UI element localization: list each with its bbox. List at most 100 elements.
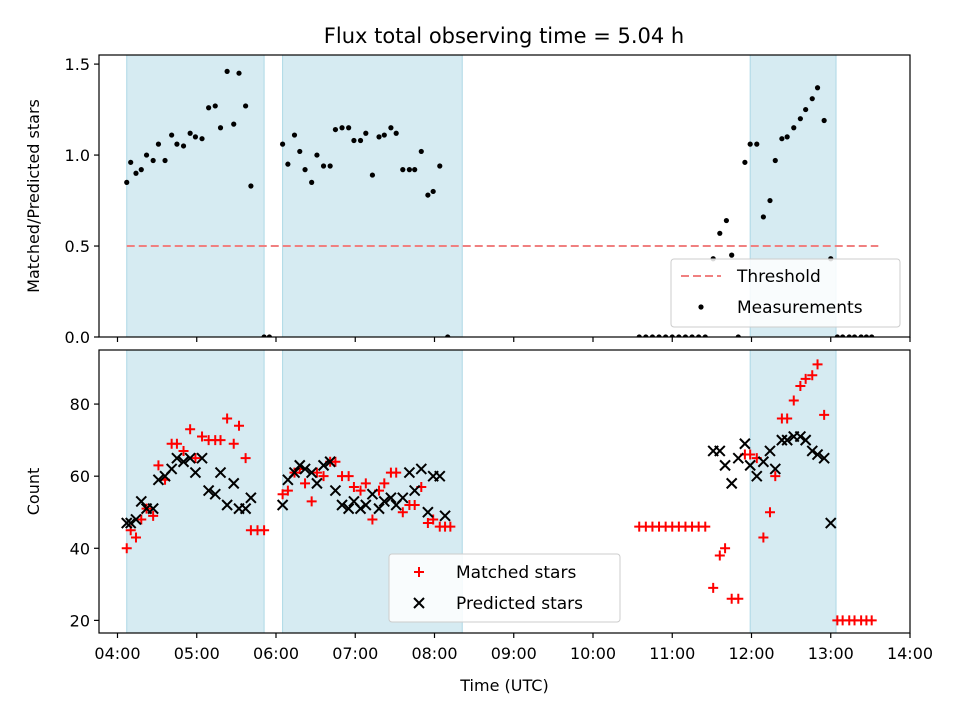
- count-panel: 20 40 60 80 04:00 05:00 06:00 07:00 08:00 09:00 10…: [24, 349, 933, 695]
- y-axis-label: Count: [24, 468, 43, 516]
- measurement-point: [663, 334, 669, 337]
- matched-point: [782, 413, 793, 424]
- measurement-point: [425, 192, 431, 198]
- measurement-point: [682, 334, 689, 337]
- matched-point: [807, 370, 818, 381]
- measurement-point: [327, 163, 333, 169]
- matched-point: [130, 532, 141, 543]
- matched-point: [733, 593, 744, 604]
- x-tick-label: 04:00: [94, 644, 140, 663]
- measurement-point: [779, 136, 785, 142]
- measurement-point: [723, 217, 730, 224]
- y-tick-label: 80: [70, 395, 90, 414]
- x-tick-label: 11:00: [649, 644, 695, 663]
- predicted-point: [147, 502, 159, 515]
- measurement-point: [767, 197, 773, 204]
- measurement-point: [863, 334, 870, 337]
- measurement-point: [393, 130, 399, 136]
- predicted-point: [324, 456, 336, 468]
- measurement-point: [302, 167, 308, 173]
- matched-point: [197, 431, 208, 442]
- measurement-point: [169, 132, 175, 138]
- predicted-point: [751, 470, 763, 482]
- predicted-point: [305, 466, 318, 479]
- measurement-point: [821, 117, 827, 124]
- measurement-point: [791, 125, 797, 131]
- predicted-point: [408, 484, 421, 497]
- matched-point: [391, 467, 402, 478]
- matched-point: [171, 438, 182, 449]
- x-tick-label: 09:00: [491, 644, 537, 663]
- matched-point: [178, 445, 189, 456]
- matched-point: [348, 481, 359, 492]
- matched-point: [136, 514, 147, 525]
- predicted-point: [209, 488, 221, 500]
- predicted-point: [311, 477, 323, 490]
- measurement-point: [285, 161, 291, 167]
- measurement-point: [279, 141, 286, 147]
- matched-point: [700, 521, 711, 532]
- legend-threshold-label: Threshold: [736, 267, 821, 287]
- shaded-interval: [126, 350, 265, 633]
- predicted-point: [366, 488, 379, 500]
- predicted-point: [214, 466, 227, 479]
- matched-point: [379, 478, 390, 489]
- legend-matched-label: Matched stars: [456, 563, 576, 583]
- shaded-interval: [126, 55, 265, 337]
- matched-point: [720, 543, 731, 554]
- measurement-point: [351, 137, 357, 144]
- matched-point: [367, 514, 378, 525]
- measurement-point: [243, 103, 249, 109]
- measurement-point: [649, 334, 656, 337]
- predicted-point: [794, 430, 807, 443]
- measurement-point: [406, 167, 412, 173]
- predicted-point: [744, 459, 756, 472]
- matched-point: [185, 424, 196, 435]
- measurement-point: [261, 334, 267, 337]
- predicted-point: [135, 495, 147, 508]
- measurement-point: [869, 334, 875, 337]
- measurement-point: [174, 141, 180, 147]
- predicted-point: [189, 466, 202, 479]
- measurement-point: [858, 334, 864, 337]
- measurement-point: [742, 159, 748, 165]
- measurement-point: [772, 157, 778, 164]
- y-tick-label: 0.5: [65, 237, 90, 256]
- measurement-point: [729, 252, 735, 258]
- predicted-point: [336, 499, 348, 511]
- measurement-point: [669, 334, 675, 337]
- predicted-point: [422, 506, 434, 518]
- x-axis-label: Time (UTC): [459, 676, 548, 695]
- matched-point: [121, 543, 132, 554]
- predicted-point: [354, 502, 367, 515]
- measurement-point: [840, 334, 846, 337]
- legend: Threshold Measurements: [670, 258, 901, 328]
- matched-point: [758, 532, 769, 543]
- predicted-point: [764, 445, 776, 457]
- shaded-interval: [749, 350, 837, 633]
- predicted-point: [130, 513, 142, 526]
- measurement-point: [717, 230, 723, 236]
- predicted-point: [725, 477, 738, 490]
- matched-point: [714, 550, 725, 561]
- predicted-point: [781, 434, 793, 446]
- predicted-point: [317, 459, 330, 472]
- predicted-point: [121, 517, 133, 529]
- matched-point: [770, 471, 781, 482]
- matched-point: [234, 420, 245, 431]
- matched-point: [190, 453, 201, 464]
- y-axis-label: Matched/Predicted stars: [24, 99, 43, 293]
- predicted-point: [228, 477, 240, 490]
- measurement-point: [412, 167, 418, 173]
- predicted-point: [825, 517, 837, 529]
- measurement-point: [363, 130, 369, 136]
- measurement-point: [430, 188, 436, 195]
- predicted-point: [439, 510, 451, 522]
- legend-box: [388, 553, 621, 623]
- predicted-point: [342, 502, 355, 515]
- legend-predicted-label: Predicted stars: [456, 594, 583, 614]
- x-tick-label: 08:00: [411, 644, 457, 663]
- measurement-point: [248, 183, 254, 189]
- matched-point: [148, 510, 159, 521]
